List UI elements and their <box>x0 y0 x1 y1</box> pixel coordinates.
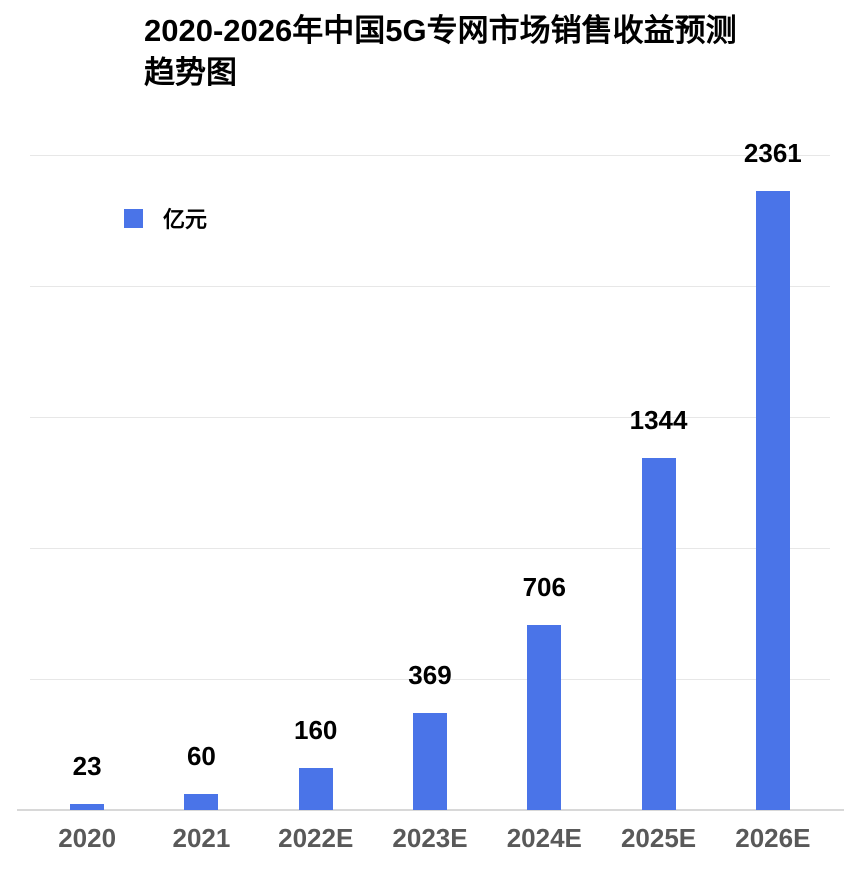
x-axis-label-2024E: 2024E <box>506 823 582 853</box>
gridline <box>30 548 830 549</box>
bar-2021[interactable] <box>184 794 219 810</box>
gridline <box>30 679 830 680</box>
gridline <box>30 286 830 287</box>
x-axis-label-2021: 2021 <box>172 823 231 853</box>
x-axis-label-2020: 2020 <box>58 823 117 853</box>
gridline <box>30 417 830 418</box>
bar-2023E[interactable] <box>413 713 447 810</box>
legend[interactable]: 亿元 <box>124 202 207 234</box>
value-label-2021: 60 <box>186 741 216 772</box>
x-axis-line <box>17 809 844 811</box>
x-axis-label-2022E: 2022E <box>278 823 354 853</box>
chart-title: 2020-2026年中国5G专网市场销售收益预测趋势图 <box>144 13 737 90</box>
value-label-2024E: 706 <box>522 572 566 603</box>
legend-label: 亿元 <box>163 207 208 232</box>
bar-2025E[interactable] <box>641 457 676 810</box>
bar-2022E[interactable] <box>298 768 333 810</box>
x-axis-label-2025E: 2025E <box>620 823 697 853</box>
value-label-2023E: 369 <box>408 660 452 691</box>
value-label-2020: 23 <box>72 750 102 781</box>
bar-2020[interactable] <box>70 803 105 810</box>
gridline <box>30 155 830 156</box>
x-axis-label-2026E: 2026E <box>735 823 811 853</box>
x-axis-label-2023E: 2023E <box>392 823 468 853</box>
legend-swatch-icon <box>124 208 143 228</box>
value-label-2026E: 2361 <box>743 138 802 169</box>
bar-2026E[interactable] <box>755 191 790 810</box>
value-label-2025E: 1344 <box>629 404 688 435</box>
bar-2024E[interactable] <box>527 625 562 810</box>
value-label-2022E: 160 <box>294 715 338 746</box>
